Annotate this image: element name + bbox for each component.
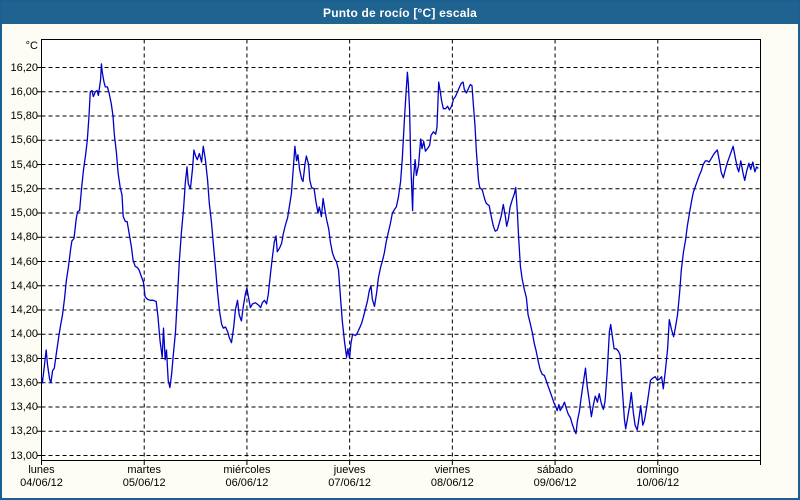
date-label: 06/06/12 <box>225 477 269 489</box>
y-axis-tick-label: 13,00 <box>10 449 38 462</box>
weekday-label: sábado <box>537 464 574 476</box>
y-axis-tick-label: 15,80 <box>10 110 38 122</box>
y-axis-tick-label: 14,60 <box>10 255 38 268</box>
x-axis-day-label: domingo 10/06/12 <box>613 464 703 490</box>
y-axis-tick-label: 14,20 <box>10 304 38 316</box>
weekday-label: viernes <box>434 464 471 476</box>
y-axis-tick-label: 15,40 <box>10 158 38 171</box>
y-axis-tick-label: 13,80 <box>10 352 38 365</box>
dew-point-chart <box>37 39 761 465</box>
weekday-label: martes <box>127 464 162 476</box>
date-label: 04/06/12 <box>20 477 63 489</box>
y-axis-tick-label: 13,40 <box>10 401 38 413</box>
x-axis-day-label: lunes 04/06/12 <box>2 464 87 490</box>
chart-title: Punto de rocío [°C] escala <box>322 6 478 20</box>
x-axis-day-label: sábado 09/06/12 <box>510 464 600 490</box>
date-label: 08/06/12 <box>430 477 474 489</box>
date-label: 09/06/12 <box>533 477 577 489</box>
y-axis-tick-label: 13,20 <box>10 425 38 438</box>
y-axis-tick-label: 14,80 <box>10 231 38 244</box>
y-axis-tick-label: 14,40 <box>10 279 38 292</box>
y-axis-tick-label: 13,60 <box>10 376 38 389</box>
date-label: 05/06/12 <box>122 477 166 489</box>
plot-area-border <box>41 39 761 461</box>
date-label: 07/06/12 <box>328 477 372 489</box>
y-axis-tick-label: 15,60 <box>10 134 38 147</box>
weekday-label: domingo <box>636 464 679 476</box>
y-axis-tick-label: 15,00 <box>10 207 38 219</box>
y-axis-unit-label: °C <box>25 40 38 52</box>
date-label: 10/06/12 <box>636 477 680 489</box>
weekday-label: miércoles <box>223 464 271 476</box>
y-axis-tick-label: 16,20 <box>10 61 38 74</box>
x-axis-day-label: martes 05/06/12 <box>99 464 189 490</box>
y-axis-tick-label: 14,00 <box>10 328 38 341</box>
x-axis-day-label: jueves 07/06/12 <box>305 464 395 490</box>
dew-point-line <box>40 63 759 435</box>
chart-title-bar: Punto de rocío [°C] escala <box>2 2 798 24</box>
x-axis-day-label: miércoles 06/06/12 <box>202 464 292 490</box>
weekday-label: lunes <box>28 464 55 476</box>
weekday-label: jueves <box>333 464 366 476</box>
y-axis-tick-label: 16,00 <box>10 85 38 98</box>
x-axis-day-label: viernes 08/06/12 <box>407 464 497 490</box>
y-axis-tick-label: 15,20 <box>10 182 38 195</box>
